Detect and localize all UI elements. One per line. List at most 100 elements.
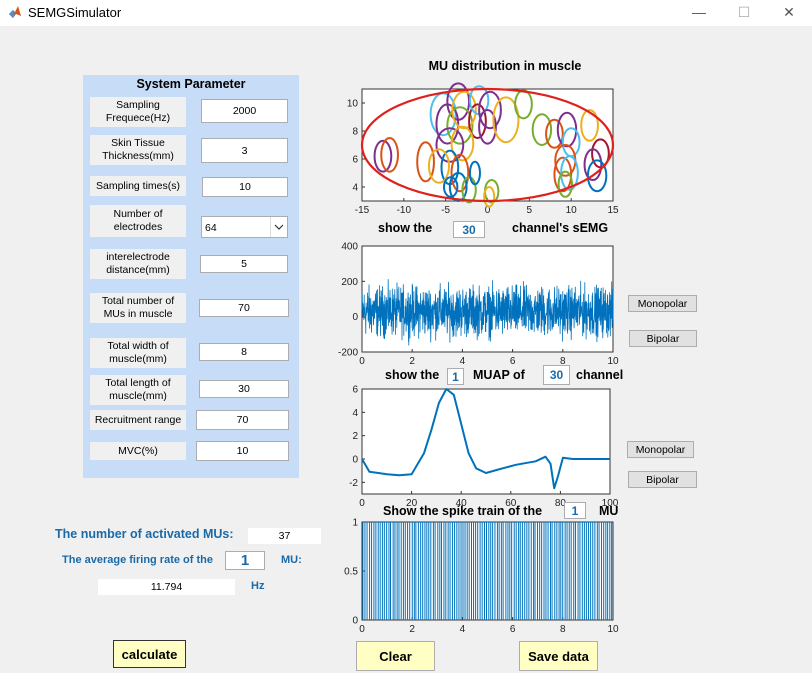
mu-distribution-xtick-label: -5 <box>441 205 450 216</box>
muap-ytick-label: 6 <box>352 385 358 396</box>
clear-button[interactable]: Clear <box>356 641 435 671</box>
maximize-button[interactable]: ☐ <box>737 4 751 20</box>
mu-circle <box>586 159 608 193</box>
mu-circle <box>380 137 399 173</box>
muap-waveform-line <box>361 388 610 490</box>
bipolar-muap-button[interactable]: Bipolar <box>628 471 697 488</box>
muscle-width-input[interactable]: 8 <box>199 343 289 361</box>
muap-label-mid: MUAP of <box>473 368 526 382</box>
muscle-boundary-ellipse <box>360 87 615 203</box>
muap-xtick-label: 40 <box>456 498 468 509</box>
electrodes-select[interactable]: 64 <box>201 216 288 238</box>
muap-frame <box>361 388 611 495</box>
mu-distribution-title: MU distribution in muscle <box>429 59 582 73</box>
total-mus-input[interactable]: 70 <box>199 299 289 317</box>
mu-circle <box>580 109 599 142</box>
semg-ytick-label: 400 <box>341 242 358 253</box>
muap-label-suffix: channel <box>576 368 623 382</box>
mu-circle <box>416 141 435 183</box>
firing-mu-suffix: MU: <box>281 554 302 566</box>
mu-circle <box>468 103 487 139</box>
chevron-down-icon[interactable] <box>270 217 287 237</box>
muap-ytick-label: 4 <box>352 408 358 419</box>
mu-circle <box>435 127 465 163</box>
muap-mu-input[interactable]: 1 <box>447 368 464 385</box>
semg-label-suffix: channel's sEMG <box>512 221 608 235</box>
monopolar-semg-button[interactable]: Monopolar <box>628 295 697 312</box>
mu-circle <box>427 148 451 184</box>
mvc-input[interactable]: 10 <box>196 441 289 461</box>
semg-xtick-label: 4 <box>460 356 466 367</box>
mu-circle <box>531 113 553 147</box>
minimize-button[interactable]: — <box>692 4 706 20</box>
mu-distribution-xtick-label: 10 <box>566 205 578 216</box>
mu-distribution-xtick-label: 0 <box>485 205 491 216</box>
mu-distribution-ytick-label: 4 <box>352 183 358 194</box>
title-bar: SEMGSimulator — ☐ ✕ <box>0 0 812 26</box>
sampling-frequency-input[interactable]: 2000 <box>201 99 288 123</box>
mu-distribution-xtick-label: 15 <box>607 205 619 216</box>
spike-train-mu-input[interactable]: 1 <box>564 502 586 519</box>
mu-distribution-xtick-label: -15 <box>355 205 370 216</box>
mu-circle <box>545 118 564 149</box>
save-data-button[interactable]: Save data <box>519 641 598 671</box>
skin-thickness-input[interactable]: 3 <box>201 138 288 163</box>
firing-rate-unit: Hz <box>251 580 265 592</box>
spike-train-ytick-label: 0.5 <box>344 567 358 578</box>
muap-xtick-label: 100 <box>602 498 619 509</box>
muap-xtick-label: 60 <box>505 498 517 509</box>
spike-train-label-suffix: MU <box>599 504 618 518</box>
semg-xtick-label: 0 <box>359 356 365 367</box>
spike-train-xtick-label: 0 <box>359 624 365 635</box>
firing-rate-value: 11.794 <box>98 579 235 595</box>
semg-xtick-label: 8 <box>560 356 566 367</box>
muap-xtick-label: 0 <box>359 498 365 509</box>
skin-thickness-label: Skin Tissue Thickness(mm) <box>90 135 186 165</box>
mu-circle <box>373 139 393 173</box>
activated-mus-value: 37 <box>248 528 321 544</box>
mu-distribution-xtick-label: 5 <box>527 205 533 216</box>
mu-circle <box>557 170 574 198</box>
calculate-button[interactable]: calculate <box>113 640 186 668</box>
window-title: SEMGSimulator <box>28 5 122 20</box>
muap-label-prefix: show the <box>385 368 439 382</box>
muap-channel-input[interactable]: 30 <box>543 365 570 385</box>
sampling-frequency-label: Sampling Frequece(Hz) <box>90 97 186 127</box>
mu-circle <box>468 160 481 186</box>
muscle-length-input[interactable]: 30 <box>199 380 289 398</box>
spike-train-xtick-label: 2 <box>409 624 415 635</box>
spike-train-label-prefix: Show the spike train of the <box>383 504 542 518</box>
electrodes-value: 64 <box>205 222 217 234</box>
mu-circle <box>483 186 496 208</box>
mu-circle <box>448 172 468 202</box>
interelectrode-distance-input[interactable]: 5 <box>200 255 288 273</box>
muscle-length-label: Total length of muscle(mm) <box>90 375 186 405</box>
spike-train-ytick-label: 0 <box>352 616 358 627</box>
interelectrode-distance-label: interelectrode distance(mm) <box>90 249 186 279</box>
mu-circle <box>461 176 477 204</box>
firing-mu-index-input[interactable]: 1 <box>225 551 265 570</box>
recruitment-range-input[interactable]: 70 <box>196 410 289 430</box>
semg-channel-input[interactable]: 30 <box>453 221 485 238</box>
mu-distribution-xtick-label: -10 <box>397 205 412 216</box>
mvc-label: MVC(%) <box>90 442 186 460</box>
spike-train-xtick-label: 10 <box>607 624 619 635</box>
mu-distribution-axes: -15 -10 -5 0 5 10 15 4 6 8 10 <box>347 82 619 216</box>
sampling-times-input[interactable]: 10 <box>202 177 288 197</box>
monopolar-muap-button[interactable]: Monopolar <box>627 441 694 458</box>
spike-train-xtick-label: 4 <box>460 624 466 635</box>
mu-circle <box>478 109 497 145</box>
semg-xtick-label: 10 <box>607 356 619 367</box>
system-parameter-panel: System Parameter Sampling Frequece(Hz) 2… <box>83 75 299 478</box>
spike-train-ytick-label: 1 <box>352 518 358 529</box>
mu-circle <box>442 176 459 198</box>
mu-circle <box>446 106 474 145</box>
mu-distribution-ytick-label: 6 <box>352 155 358 166</box>
bipolar-semg-button[interactable]: Bipolar <box>629 330 697 347</box>
close-button[interactable]: ✕ <box>783 4 795 20</box>
mu-circle <box>450 153 470 193</box>
muap-xtick-label: 80 <box>555 498 567 509</box>
semg-xtick-label: 6 <box>510 356 516 367</box>
